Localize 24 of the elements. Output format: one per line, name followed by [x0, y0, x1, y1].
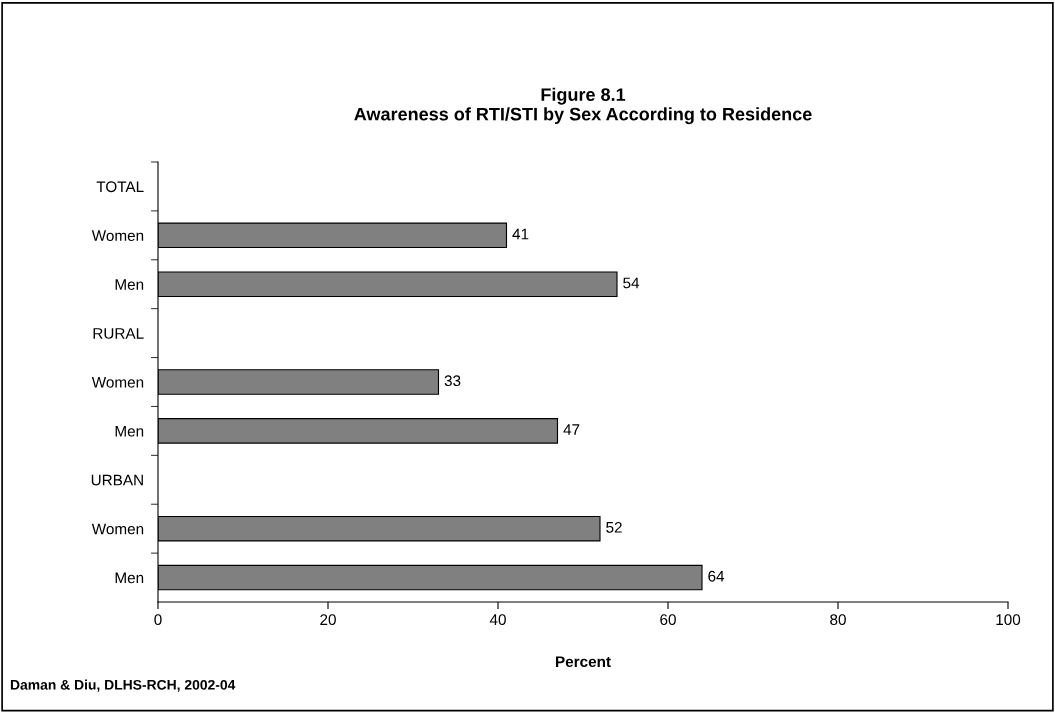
- data-label: 64: [708, 570, 725, 582]
- y-tick-label: Women: [91, 523, 144, 535]
- y-tick-label: TOTAL: [96, 181, 144, 193]
- x-tick-label: 60: [660, 614, 676, 626]
- y-tick-label: Women: [91, 377, 144, 388]
- data-label: 47: [563, 424, 580, 435]
- x-tick-label: 20: [320, 614, 336, 626]
- y-tick-label: Men: [115, 279, 144, 290]
- x-tick-label: 40: [489, 614, 506, 626]
- text: Daman & Diu, DLHS-RCH, 2002-04: [10, 679, 236, 692]
- x-tick-label: 100: [996, 614, 1021, 626]
- data-label: 54: [623, 277, 640, 289]
- y-tick-label: Men: [115, 425, 144, 437]
- data-label: 52: [606, 521, 622, 533]
- y-tick-label: Men: [115, 572, 144, 584]
- y-tick-label: URBAN: [91, 474, 143, 486]
- x-axis-title: Percent: [556, 656, 611, 668]
- chart-title: Figure 8.1 Awareness of RTI/STI by Sex According to Residence: [354, 87, 812, 125]
- y-tick-label: RURAL: [93, 328, 144, 339]
- data-label: 41: [512, 228, 529, 240]
- x-tick-label: 80: [830, 614, 846, 626]
- y-tick-label: Women: [91, 230, 144, 242]
- x-tick-label: 0: [154, 614, 162, 626]
- data-label: 33: [444, 375, 461, 387]
